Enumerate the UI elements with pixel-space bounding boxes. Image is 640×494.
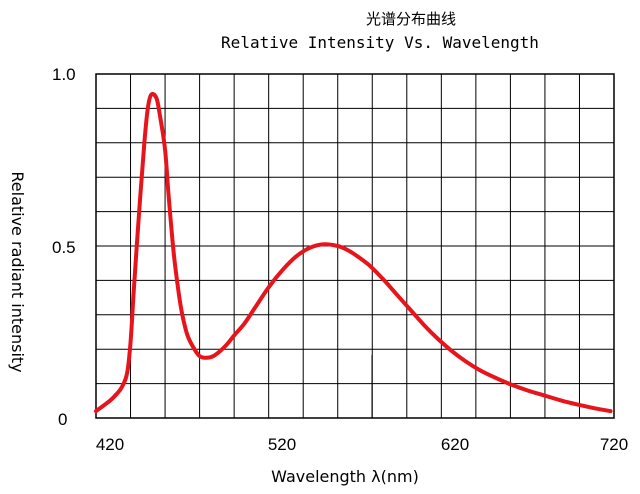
chart-title: 光谱分布曲线 <box>366 10 456 28</box>
y-tick-label-mid: 0.5 <box>52 238 76 257</box>
chart-subtitle: Relative Intensity Vs. Wavelength <box>221 33 539 52</box>
x-axis-label: Wavelength λ(nm) <box>271 467 419 486</box>
x-tick-label-620: 620 <box>441 435 469 454</box>
x-tick-label-420: 420 <box>96 435 124 454</box>
y-tick-label-zero: 0 <box>58 410 67 429</box>
plot-frame <box>95 73 615 419</box>
series-layer <box>94 91 613 414</box>
spectrum-series-line-0 <box>94 91 613 414</box>
x-tick-label-720: 720 <box>600 435 628 454</box>
y-tick-label-max: 1.0 <box>52 65 76 84</box>
x-tick-label-520: 520 <box>268 435 296 454</box>
y-axis-label: Relative radiant intensity <box>8 171 27 372</box>
grid <box>96 74 614 418</box>
